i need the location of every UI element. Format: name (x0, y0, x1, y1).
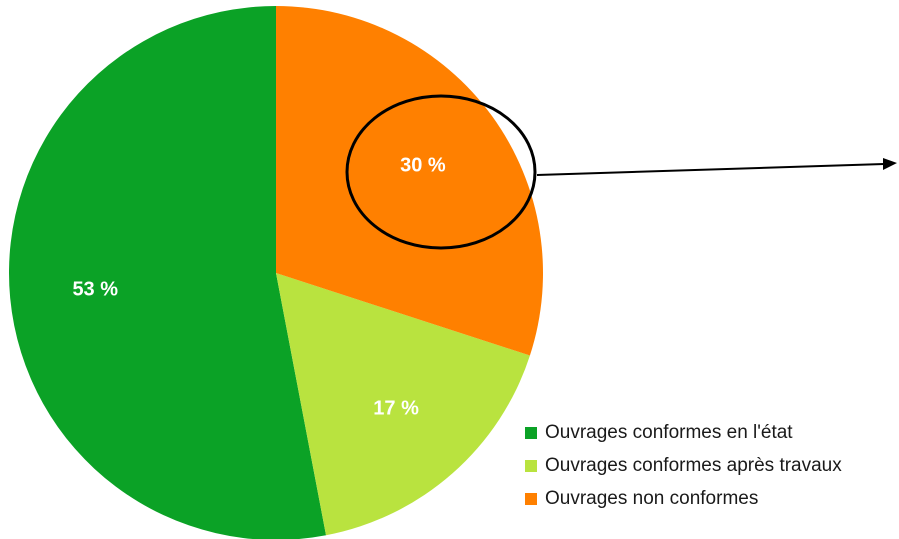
legend-swatch (525, 427, 537, 439)
legend-label: Ouvrages conformes en l'état (545, 422, 793, 443)
arrow-line (536, 163, 885, 176)
pie-slice (9, 6, 327, 539)
legend-swatch (525, 493, 537, 505)
pie-slice (276, 273, 530, 536)
pie: 53 % 17 % 30 % (9, 6, 543, 539)
data-label: 53 % (72, 278, 118, 300)
data-label: 17 % (373, 397, 419, 419)
data-label: 30 % (400, 155, 446, 177)
highlight-ellipse (345, 94, 537, 250)
legend: Ouvrages conformes en l'état Ouvrages con… (525, 422, 842, 509)
legend-swatch (525, 460, 537, 472)
pie-slice (276, 6, 543, 356)
legend-label: Ouvrages conformes après travaux (545, 455, 842, 476)
legend-label: Ouvrages non conformes (545, 488, 758, 509)
arrow-head (883, 158, 897, 170)
